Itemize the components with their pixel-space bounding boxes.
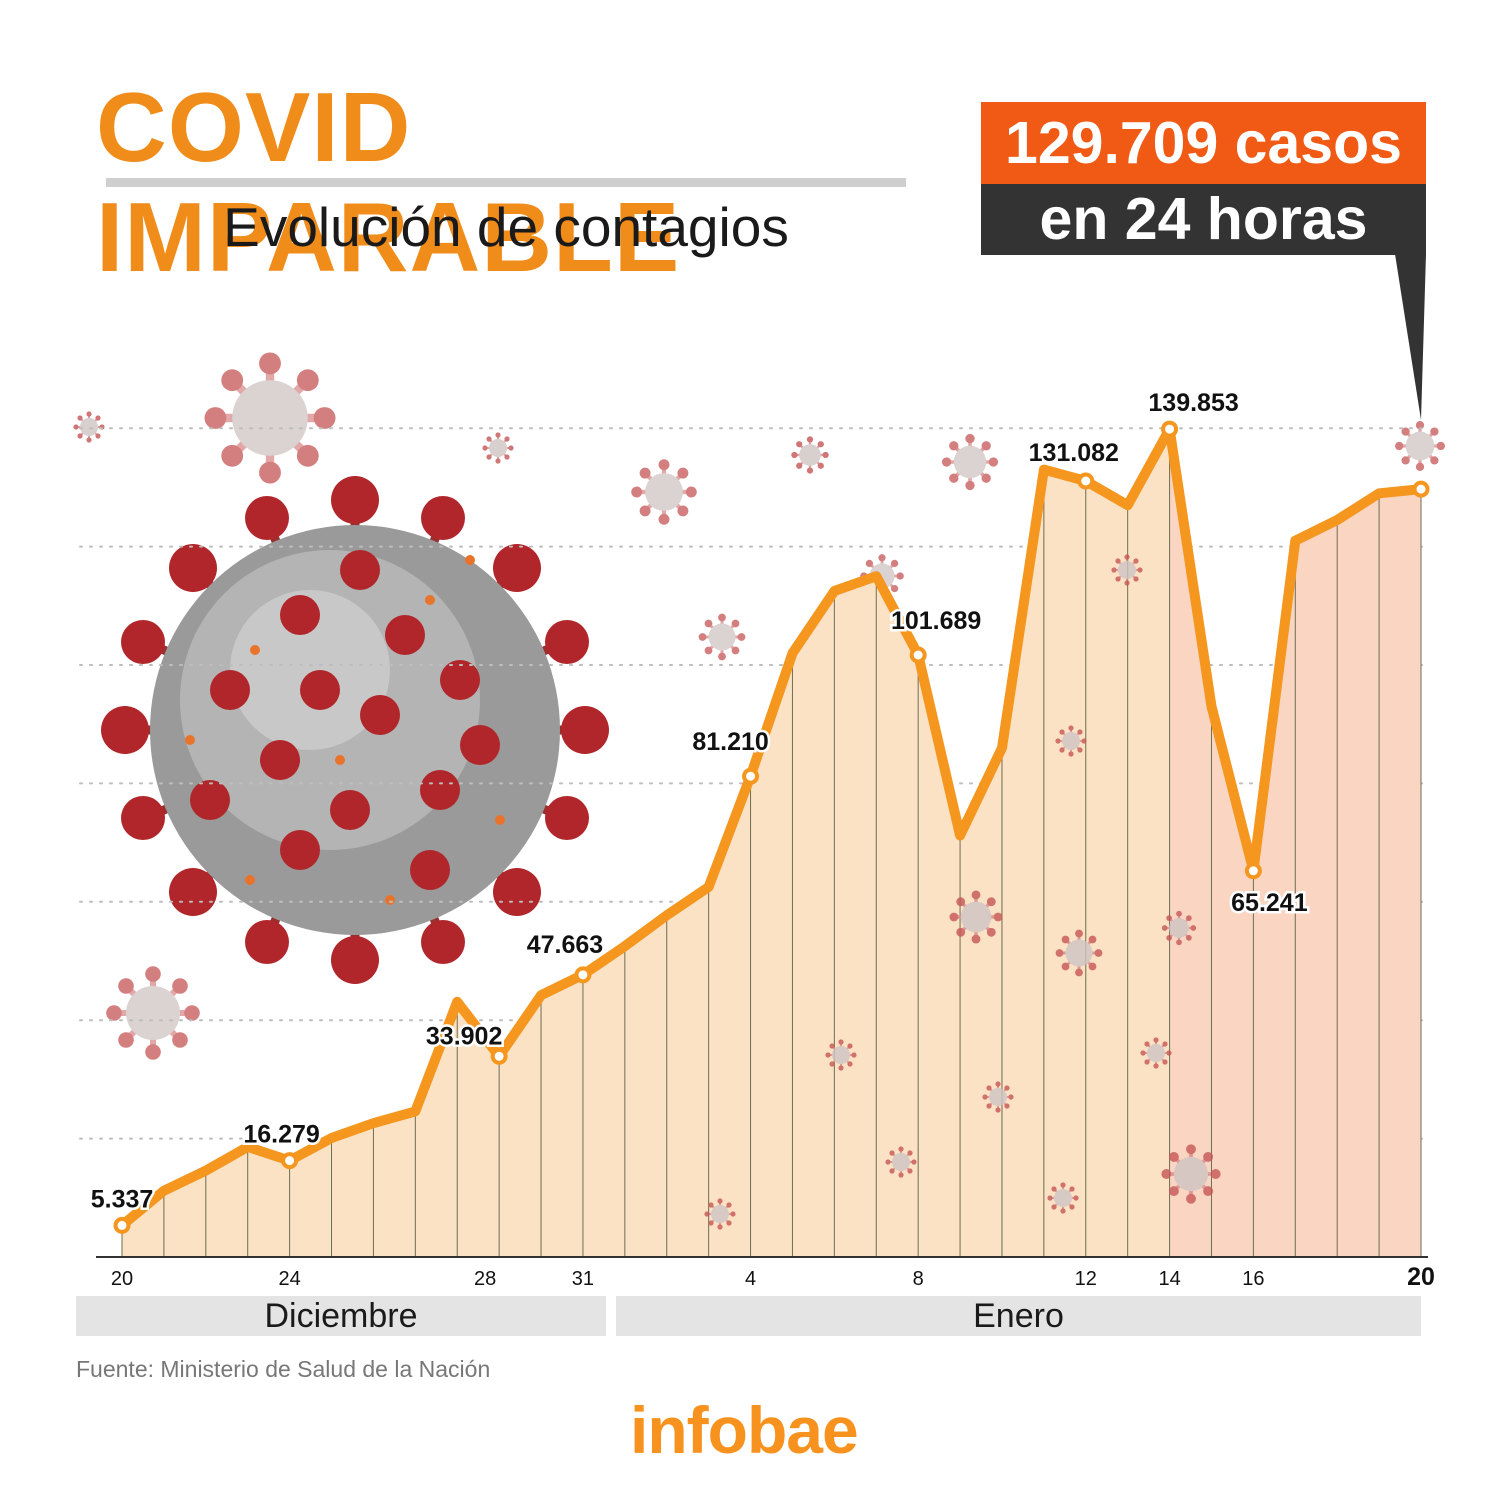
data-point [1244, 862, 1262, 880]
virus-illustration [101, 476, 609, 984]
data-labels: 5.337 16.279 33.902 47.663 81.210 101.689 131.… [88, 387, 1310, 1216]
chart-markers [113, 420, 1430, 1234]
page-subtitle: Evolución de contagios [223, 196, 789, 258]
x-tick-label: 31 [572, 1268, 594, 1290]
data-point [1412, 480, 1430, 498]
virus-decoration [72, 352, 1447, 1059]
data-point [742, 767, 760, 785]
series-line [117, 424, 1426, 1231]
infobae-logo: infobae [630, 1393, 859, 1467]
data-point [1161, 420, 1179, 438]
data-label: 81.210 [692, 728, 768, 756]
x-tick-label: 16 [1242, 1268, 1264, 1290]
data-point [113, 1216, 131, 1234]
data-label: 33.902 [426, 1022, 502, 1050]
x-tick-label: 4 [745, 1268, 756, 1290]
data-label: 139.853 [1148, 389, 1238, 417]
callout-cases: 129.709 casos [981, 102, 1426, 184]
callout-period: en 24 horas [981, 184, 1426, 255]
title-underline [106, 178, 906, 187]
source-note: Fuente: Ministerio de Salud de la Nación [76, 1356, 491, 1382]
data-point [574, 966, 592, 984]
data-label: 47.663 [527, 931, 603, 959]
callout-pointer [1395, 254, 1426, 420]
x-tick-label: 14 [1158, 1268, 1180, 1290]
x-tick-label: 20 [1407, 1263, 1435, 1291]
data-label: 65.241 [1231, 889, 1308, 917]
data-label: 131.082 [1029, 439, 1119, 467]
x-tick-label: 28 [474, 1268, 496, 1290]
data-point [1077, 472, 1095, 490]
x-tick-label: 12 [1075, 1268, 1097, 1290]
x-tick-label: 24 [278, 1268, 300, 1290]
page-title: COVID IMPARABLE [96, 72, 681, 292]
data-label: 16.279 [243, 1121, 319, 1149]
data-point [909, 646, 927, 664]
data-point [490, 1047, 508, 1065]
month-label-january: Enero [616, 1296, 1421, 1336]
x-tick-label: 20 [111, 1268, 133, 1290]
area-fill [122, 429, 1421, 1258]
data-label: 5.337 [91, 1185, 154, 1213]
chart-day-lines [121, 429, 1422, 1257]
data-point [281, 1152, 299, 1170]
month-label-december: Diciembre [76, 1296, 606, 1336]
x-axis-ticks: 20 24 28 31 4 8 12 14 16 20 [111, 1263, 1435, 1291]
data-label: 101.689 [891, 607, 981, 635]
x-tick-label: 8 [913, 1268, 924, 1290]
